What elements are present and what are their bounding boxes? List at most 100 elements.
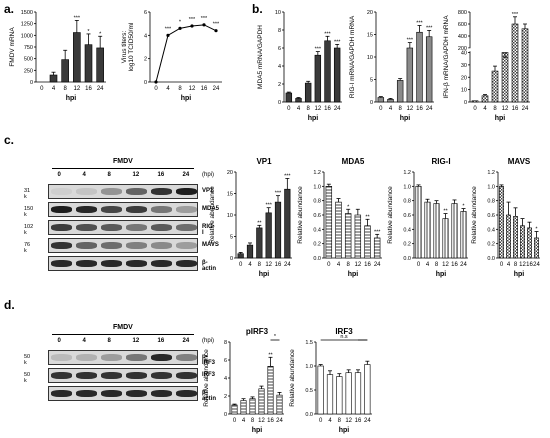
y-tick-label: 2 — [224, 394, 227, 400]
bar — [237, 253, 244, 259]
lane-label: 12 — [132, 338, 140, 344]
molecular-weight-marker: 150 k — [24, 205, 34, 218]
bar — [314, 54, 322, 103]
x-axis-label: hpi — [339, 427, 350, 434]
bar — [513, 216, 518, 259]
y-tick-label: 4 — [224, 376, 227, 382]
significance-marker: ** — [257, 220, 262, 226]
y-tick-label: 600 — [458, 22, 467, 28]
bar — [285, 92, 293, 103]
molecular-weight-marker: 31 k — [24, 187, 31, 200]
x-tick-label: 24 — [374, 262, 381, 268]
x-tick-label: 12 — [519, 262, 526, 268]
significance-marker: * — [462, 204, 465, 210]
y-tick-label: 800 — [458, 10, 467, 16]
significance-marker: *** — [189, 17, 196, 23]
y-tick-label: 40 — [461, 51, 467, 57]
y-tick-label: 1.0 — [305, 364, 313, 370]
bar — [345, 372, 352, 415]
protein-band — [101, 242, 122, 249]
header-line — [52, 334, 194, 335]
protein-band — [151, 390, 172, 397]
x-tick-label: 24 — [276, 418, 283, 424]
x-tick-label: 12 — [345, 418, 352, 424]
y-axis-label: Relative abundance — [203, 349, 210, 407]
protein-band — [76, 354, 97, 361]
chart-a1: 0 250 500 750 1000 1250 1500 FMDV mRNA hpi 0 4 8 12 *… — [9, 10, 106, 102]
bar — [49, 74, 58, 83]
protein-band — [176, 242, 197, 249]
lane-label: 0 — [57, 338, 61, 344]
y-tick-label: 0.8 — [313, 199, 321, 205]
x-tick-label: 12 — [189, 86, 196, 92]
x-axis-label: hpi — [252, 427, 263, 434]
x-tick-label: 16 — [451, 262, 458, 268]
lane-label: 16 — [157, 172, 165, 178]
y-tick-label: 0.4 — [313, 227, 321, 233]
x-tick-label: 8 — [63, 86, 67, 92]
protein-label: p-IRF3 — [202, 353, 216, 366]
y-tick-label: 1.0 — [487, 184, 495, 190]
protein-band — [76, 242, 97, 249]
protein-band — [101, 354, 122, 361]
y-tick-label: 0.0 — [313, 256, 321, 262]
bar — [267, 365, 274, 415]
significance-marker: *** — [416, 21, 423, 27]
x-tick-label: 8 — [398, 106, 402, 112]
bar — [460, 211, 467, 259]
x-tick-label: 16 — [512, 106, 519, 112]
molecular-weight-marker: 102 k — [24, 223, 34, 236]
x-tick-label: 12 — [258, 418, 265, 424]
bar — [520, 225, 525, 259]
significance-marker: * — [179, 19, 182, 25]
protein-band — [151, 206, 172, 213]
protein-band — [176, 390, 197, 397]
bar — [265, 212, 272, 259]
protein-band — [126, 224, 147, 231]
bar — [499, 186, 504, 259]
bar — [256, 227, 263, 259]
x-axis-label: hpi — [436, 271, 447, 278]
y-tick-label: 1.2 — [313, 170, 321, 176]
protein-label: RIG-I — [202, 223, 215, 236]
x-tick-label: 12 — [406, 106, 413, 112]
molecular-weight-marker: 50 k — [24, 371, 31, 384]
y-tick-label: 0.2 — [313, 242, 321, 248]
significance-marker: * — [347, 204, 350, 210]
y-tick-label: 0.8 — [487, 199, 495, 205]
y-tick-label: 20 — [461, 75, 467, 81]
significance-marker: *** — [165, 26, 172, 32]
x-tick-label: 8 — [258, 262, 262, 268]
x-tick-label: 8 — [435, 262, 439, 268]
bar — [231, 404, 238, 415]
y-tick-label: 6 — [144, 10, 147, 16]
protein-band — [176, 354, 197, 361]
chart-d2: IRF3 0.0 0.5 1.0 1.5 Relative abundance hpi 0 4 8… — [289, 327, 372, 434]
y-axis-label: Relative abundance — [209, 186, 216, 244]
bar — [295, 98, 302, 103]
bar — [373, 237, 381, 259]
x-tick-label: 24 — [334, 106, 341, 112]
axis-break — [467, 48, 530, 52]
bar — [424, 201, 431, 259]
y-tick-label: 0.2 — [403, 242, 411, 248]
chart-c4: MAVS 0.0 0.2 0.4 0.6 0.8 1.0 1.2 Relative abunda… — [471, 157, 540, 278]
y-tick-label: 0 — [464, 100, 467, 106]
bar — [451, 203, 458, 259]
chart-title: pIRF3 — [246, 327, 269, 336]
y-tick-label: 1500 — [21, 10, 33, 16]
lane-label: 16 — [157, 338, 165, 344]
x-tick-label: 12 — [442, 262, 449, 268]
bar — [364, 225, 371, 259]
x-tick-label: 4 — [507, 262, 511, 268]
protein-label: MDA5 — [202, 205, 220, 212]
data-point — [214, 29, 218, 33]
blot-row — [48, 184, 198, 199]
x-tick-label: 4 — [389, 106, 393, 112]
data-point — [190, 24, 194, 28]
protein-band — [126, 390, 147, 397]
bar — [258, 388, 265, 415]
bar — [317, 365, 324, 415]
